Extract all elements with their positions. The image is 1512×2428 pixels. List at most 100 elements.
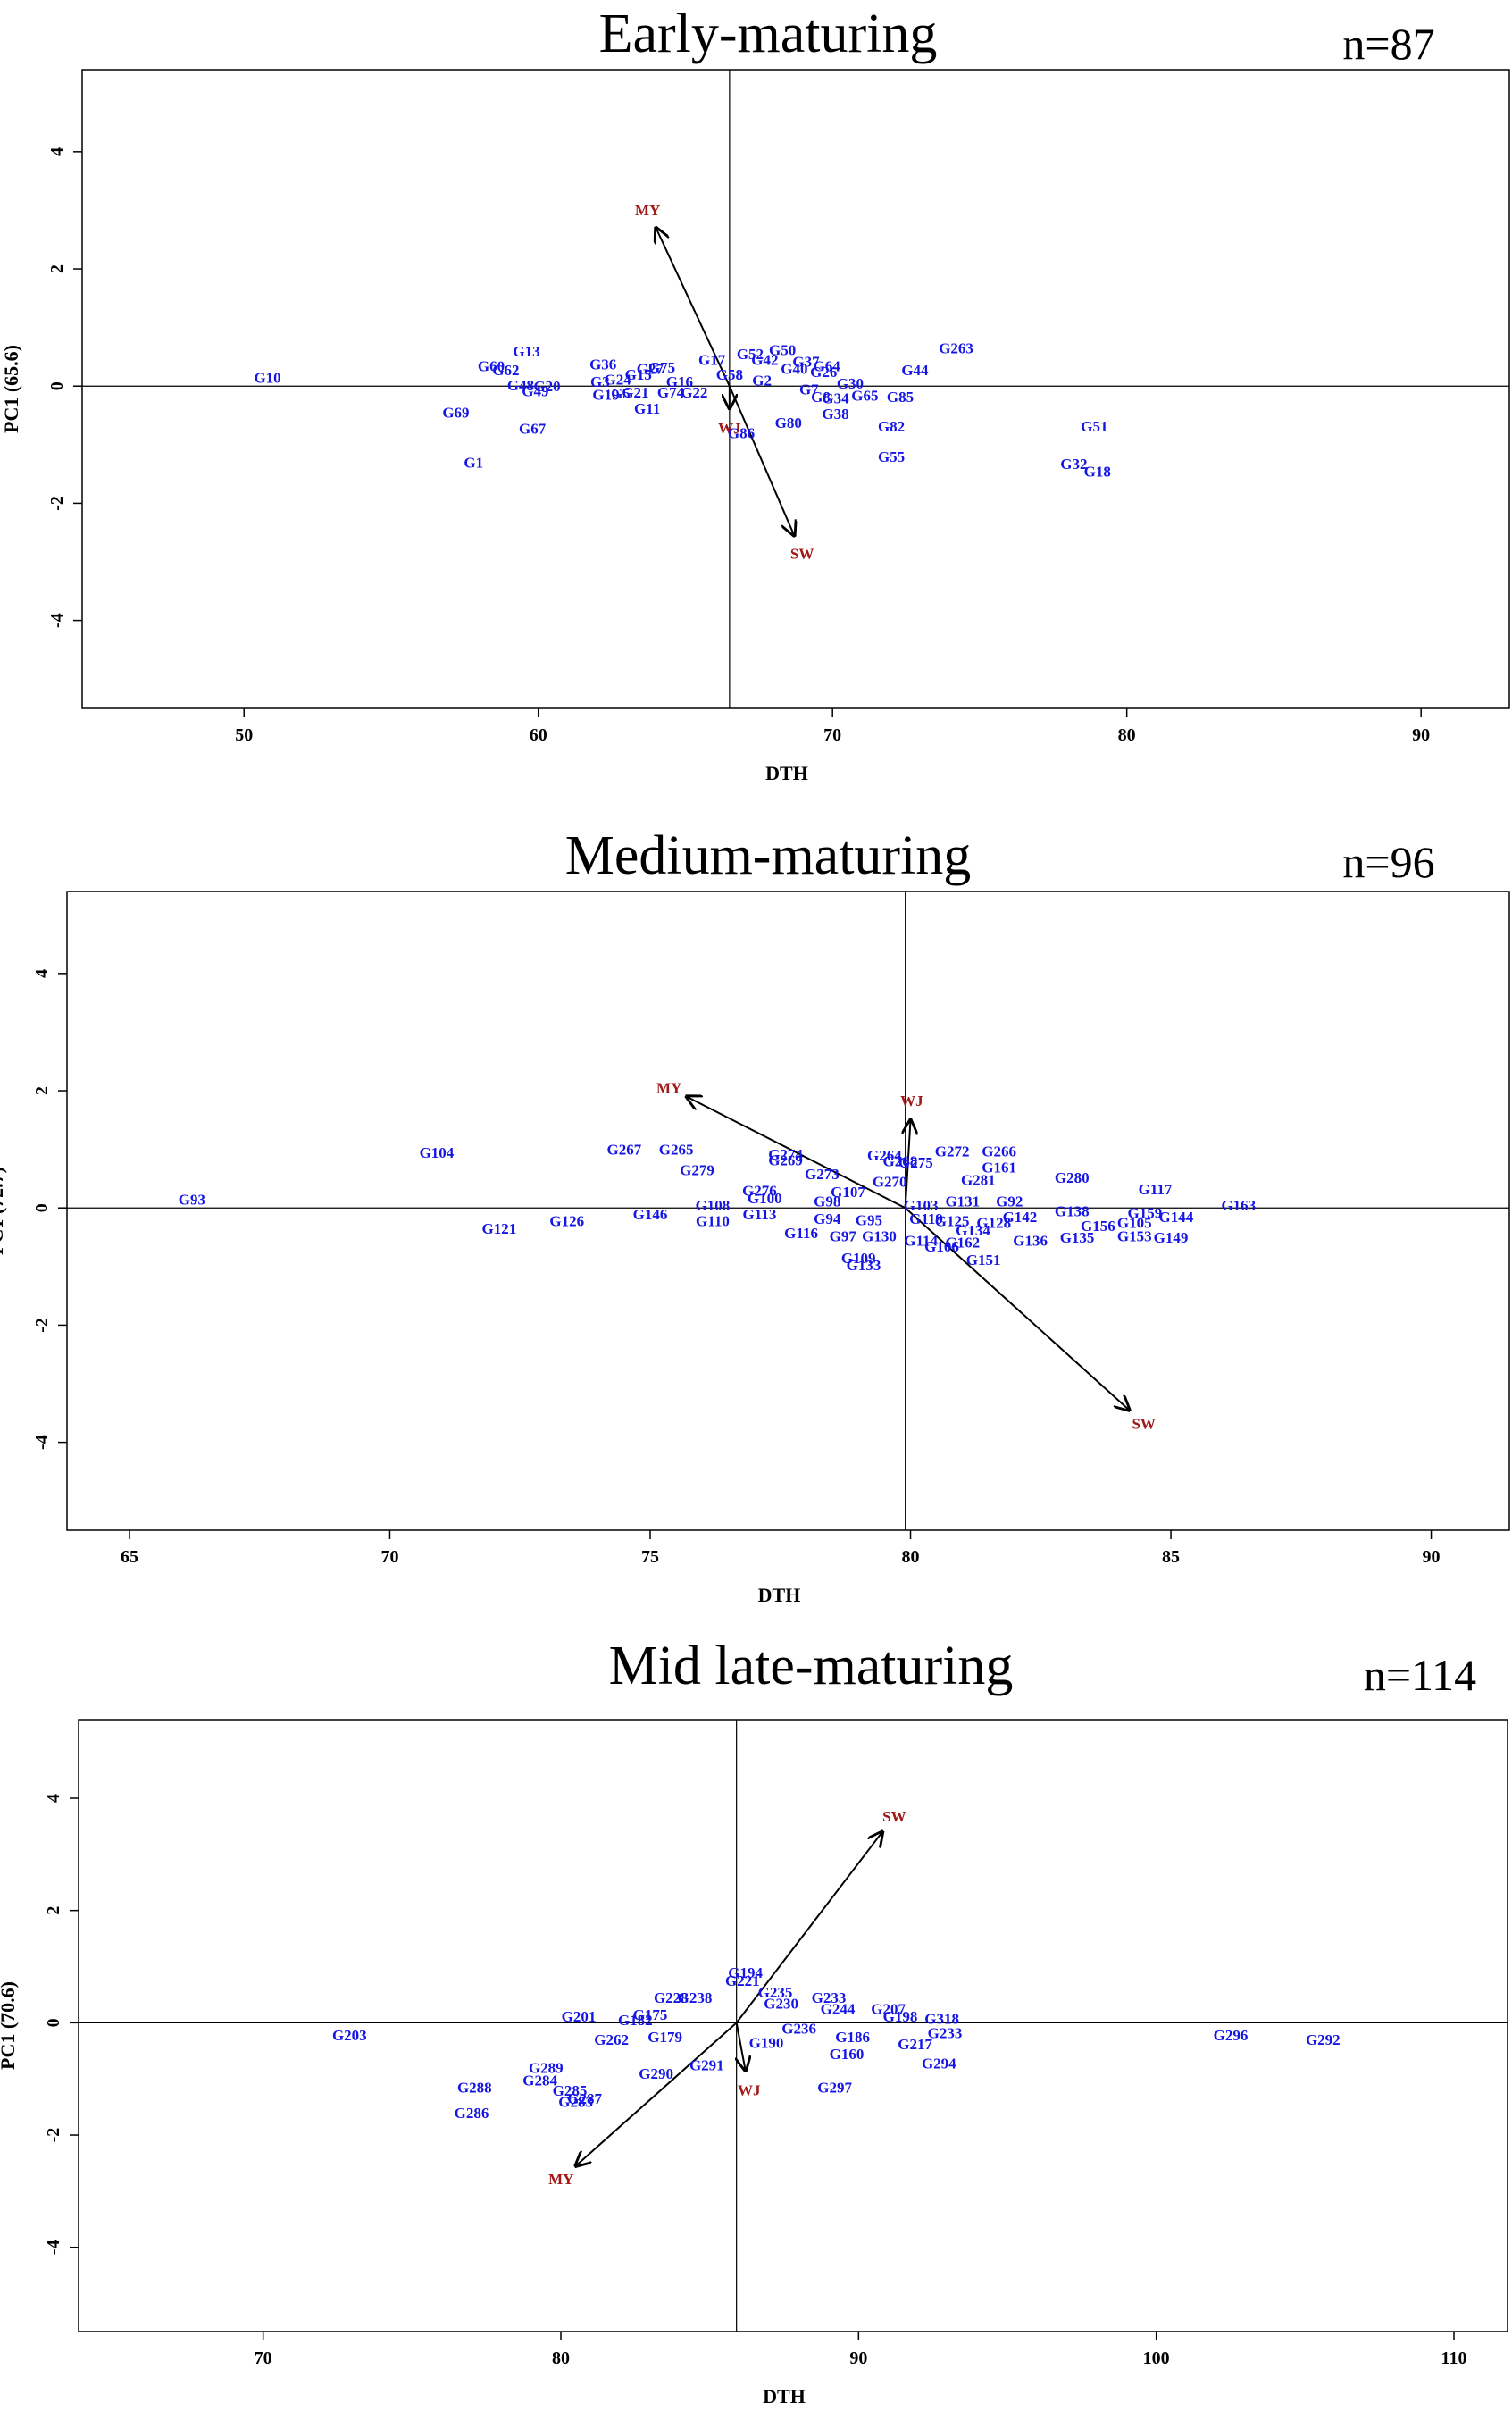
genotype-point: G175 [633,2006,668,2023]
genotype-point: G20 [533,378,560,395]
genotype-point: G130 [862,1228,897,1245]
genotype-point: G280 [1055,1169,1090,1186]
y-tick-label: -2 [47,496,67,511]
panel-3: Mid late-maturing n=114 70 80 90 100 110 -4 -2 0 2… [0,1636,1508,2407]
genotype-point: G138 [1055,1203,1090,1220]
genotype-point: G95 [856,1211,882,1228]
genotype-point: G153 [1117,1228,1152,1245]
genotype-point: G268 [882,1153,917,1170]
genotype-point: G24 [605,371,632,388]
genotype-point: G2 [752,373,772,389]
genotype-point: G318 [924,2010,959,2027]
genotype-point: G64 [813,357,840,374]
genotype-point: G270 [873,1174,907,1191]
x-tick-label: 70 [823,725,841,745]
sample-count: n=96 [1342,837,1434,887]
trait-vector-label: MY [548,2171,573,2188]
genotype-point: G217 [898,2036,932,2053]
genotype-point: G283 [558,2093,593,2110]
x-axis-label: DTH [758,1584,801,1606]
x-tick-label: 80 [552,2348,570,2368]
genotype-point: G62 [492,362,519,379]
genotype-point: G272 [935,1143,970,1160]
x-axis-label: DTH [763,2385,806,2407]
genotype-point: G233 [928,2025,963,2042]
genotype-point: G281 [961,1172,996,1189]
genotype-point: G37 [792,354,820,371]
genotype-point: G26 [810,364,837,381]
genotype-point: G133 [847,1257,881,1274]
genotype-point: G117 [1139,1181,1173,1198]
sample-count: n=87 [1342,19,1434,69]
x-tick-label: 100 [1143,2348,1170,2368]
genotype-point: G7 [799,381,819,398]
sample-count: n=114 [1364,1650,1476,1700]
genotype-point: G82 [878,418,905,435]
genotype-point: G107 [831,1184,865,1201]
genotype-point: G114 [904,1232,938,1249]
genotype-point: G263 [939,340,973,357]
y-axis-label: PC1 (70.6) [0,1981,19,2070]
genotype-point: G13 [513,343,539,360]
genotype-point: G55 [878,448,905,465]
genotype-point: G144 [1158,1209,1193,1226]
genotype-point: G34 [822,389,849,406]
genotype-point: G98 [814,1193,840,1210]
genotype-point: G85 [887,389,914,406]
genotype-point: G119 [909,1210,943,1227]
genotype-point: G284 [522,2072,557,2089]
y-axis-label: PC1 (65.6) [0,345,22,433]
genotype-point: G291 [689,2056,724,2073]
x-tick-label: 80 [902,1547,920,1567]
genotype-point: G269 [768,1151,803,1168]
trait-vector-my [687,1097,906,1210]
genotype-point: G289 [529,2060,564,2077]
plot-frame [66,891,1510,1531]
y-tick-label: 4 [47,147,67,156]
genotype-point: G10 [254,369,280,386]
trait-vector-sw [905,1207,1130,1410]
trait-vector-my [576,2022,738,2165]
genotype-point: G103 [904,1197,939,1214]
genotype-point: G58 [716,366,743,383]
x-tick-label: 70 [255,2348,272,2368]
genotype-point: G17 [698,352,726,369]
genotype-point: G279 [680,1162,714,1179]
genotype-point: G160 [830,2046,865,2063]
genotype-point: G151 [966,1252,1001,1268]
genotype-point: G27 [637,361,664,378]
genotype-point: G116 [784,1225,818,1242]
trait-vector-label: WJ [900,1093,923,1109]
trait-vector-label: MY [656,1080,681,1097]
genotype-point: G265 [659,1142,694,1159]
plot-frame [78,1719,1508,2332]
genotype-point: G190 [749,2034,784,2051]
genotype-point: G290 [639,2065,673,2082]
y-tick-label: 0 [32,1203,52,1212]
genotype-point: G69 [442,405,469,422]
y-tick-label: 2 [44,1906,63,1915]
genotype-point: G44 [901,362,929,379]
genotype-point: G38 [822,406,848,423]
panel-title: Medium-maturing [565,825,972,886]
genotype-point: G121 [482,1220,517,1237]
x-tick-label: 90 [1412,725,1430,745]
genotype-point: G110 [696,1213,730,1230]
genotype-point: G201 [562,2008,597,2025]
genotype-point: G75 [648,359,675,376]
y-tick-label: -2 [32,1318,52,1333]
y-tick-label: 0 [47,381,67,390]
genotype-point: G50 [769,342,796,359]
trait-vector-label: MY [635,202,660,219]
genotype-point: G104 [420,1144,455,1161]
genotype-point: G244 [821,2001,856,2018]
genotype-point: G297 [817,2080,852,2097]
genotype-point: G42 [751,352,778,369]
trait-vector-label: WJ [738,2081,761,2098]
genotype-point: G230 [764,1995,798,2012]
genotype-point: G21 [622,384,648,401]
x-tick-label: 60 [530,725,547,745]
genotype-point: G292 [1306,2031,1341,2048]
genotype-point: G161 [982,1159,1016,1176]
genotype-point: G235 [758,1984,793,2001]
